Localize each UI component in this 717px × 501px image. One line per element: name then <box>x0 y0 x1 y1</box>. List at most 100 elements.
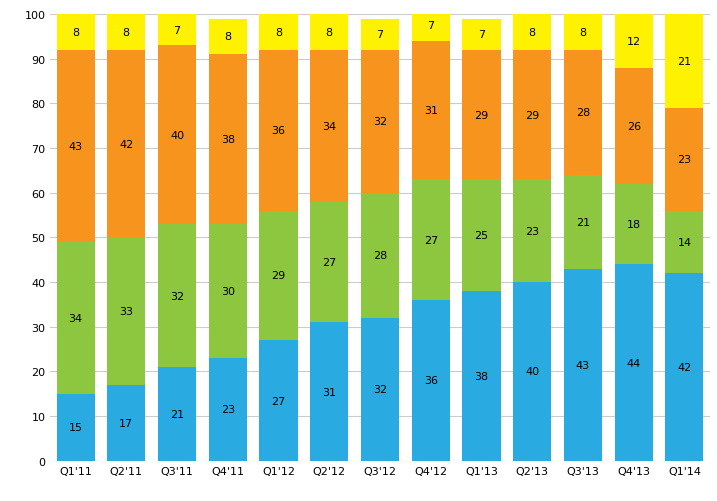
Bar <box>513 15 551 51</box>
Bar <box>462 20 500 51</box>
Text: 27: 27 <box>322 258 336 268</box>
Bar <box>310 323 348 461</box>
Text: 34: 34 <box>69 313 82 323</box>
Bar <box>260 15 298 51</box>
Bar <box>310 51 348 202</box>
Text: 15: 15 <box>69 422 82 432</box>
Text: 42: 42 <box>119 139 133 149</box>
Bar <box>57 15 95 51</box>
Text: 43: 43 <box>576 360 590 370</box>
Bar <box>462 292 500 461</box>
Bar <box>57 242 95 394</box>
Text: 8: 8 <box>224 33 232 42</box>
Text: 7: 7 <box>376 30 384 40</box>
Bar <box>158 46 196 224</box>
Text: 44: 44 <box>627 358 641 368</box>
Bar <box>564 269 602 461</box>
Bar <box>513 283 551 461</box>
Bar <box>158 224 196 367</box>
Bar <box>614 69 652 184</box>
Text: 12: 12 <box>627 37 641 47</box>
Text: 8: 8 <box>72 28 79 38</box>
Text: 21: 21 <box>576 217 590 227</box>
Text: 29: 29 <box>272 271 285 281</box>
Bar <box>564 175 602 269</box>
Text: 21: 21 <box>170 409 184 419</box>
Text: 36: 36 <box>424 376 438 386</box>
Bar <box>108 15 146 51</box>
Bar <box>361 20 399 51</box>
Text: 7: 7 <box>174 26 181 36</box>
Text: 31: 31 <box>322 387 336 397</box>
Text: 42: 42 <box>678 362 692 372</box>
Text: 23: 23 <box>525 226 539 236</box>
Bar <box>614 184 652 265</box>
Text: 25: 25 <box>475 231 488 241</box>
Bar <box>158 367 196 461</box>
Text: 32: 32 <box>373 117 387 127</box>
Bar <box>513 180 551 283</box>
Text: 32: 32 <box>170 291 184 301</box>
Text: 8: 8 <box>326 28 333 38</box>
Text: 28: 28 <box>576 108 590 118</box>
Bar <box>614 15 652 69</box>
Bar <box>260 211 298 341</box>
Bar <box>158 15 196 46</box>
Text: 28: 28 <box>373 251 387 261</box>
Bar <box>209 358 247 461</box>
Text: 7: 7 <box>478 30 485 40</box>
Bar <box>665 109 703 211</box>
Bar <box>209 55 247 224</box>
Bar <box>412 11 450 42</box>
Bar <box>564 51 602 175</box>
Text: 31: 31 <box>424 106 438 116</box>
Bar <box>462 51 500 180</box>
Bar <box>665 15 703 109</box>
Bar <box>614 265 652 461</box>
Text: 17: 17 <box>119 418 133 428</box>
Text: 29: 29 <box>525 110 539 120</box>
Bar <box>361 318 399 461</box>
Text: 26: 26 <box>627 122 641 131</box>
Text: 27: 27 <box>272 396 285 406</box>
Text: 18: 18 <box>627 219 641 229</box>
Bar <box>209 224 247 358</box>
Text: 29: 29 <box>475 110 488 120</box>
Text: 34: 34 <box>322 122 336 131</box>
Bar <box>513 51 551 180</box>
Bar <box>462 180 500 292</box>
Text: 21: 21 <box>678 57 691 67</box>
Bar <box>57 51 95 242</box>
Bar <box>412 42 450 180</box>
Bar <box>412 180 450 301</box>
Text: 7: 7 <box>427 21 435 31</box>
Text: 30: 30 <box>221 287 234 297</box>
Text: 23: 23 <box>678 155 691 165</box>
Text: 14: 14 <box>678 237 691 247</box>
Bar <box>310 15 348 51</box>
Bar <box>57 394 95 461</box>
Text: 38: 38 <box>221 135 235 145</box>
Bar <box>412 301 450 461</box>
Bar <box>108 238 146 385</box>
Bar <box>209 20 247 55</box>
Bar <box>260 51 298 211</box>
Text: 40: 40 <box>525 367 539 377</box>
Bar <box>310 202 348 323</box>
Text: 8: 8 <box>528 28 536 38</box>
Bar <box>361 193 399 318</box>
Bar <box>665 274 703 461</box>
Bar <box>361 51 399 193</box>
Text: 8: 8 <box>275 28 282 38</box>
Bar <box>108 385 146 461</box>
Text: 27: 27 <box>424 235 438 245</box>
Bar <box>564 15 602 51</box>
Text: 8: 8 <box>579 28 587 38</box>
Text: 36: 36 <box>272 126 285 136</box>
Bar <box>260 341 298 461</box>
Text: 33: 33 <box>119 307 133 317</box>
Bar <box>108 51 146 238</box>
Text: 40: 40 <box>170 130 184 140</box>
Text: 23: 23 <box>221 405 235 415</box>
Bar <box>665 211 703 274</box>
